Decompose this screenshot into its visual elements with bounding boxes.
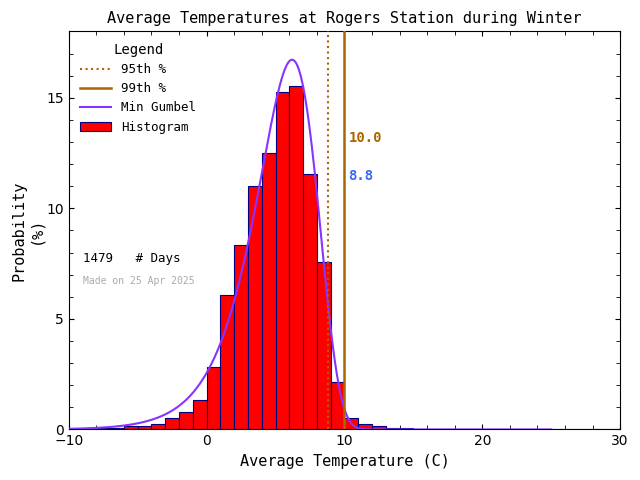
Bar bbox=[124, 426, 138, 430]
Y-axis label: Probability
(%): Probability (%) bbox=[11, 180, 44, 281]
Bar bbox=[262, 153, 276, 430]
Bar bbox=[331, 382, 344, 430]
Bar bbox=[386, 428, 399, 430]
Text: Made on 25 Apr 2025: Made on 25 Apr 2025 bbox=[83, 276, 194, 286]
Text: 1479   # Days: 1479 # Days bbox=[83, 252, 180, 265]
Bar bbox=[165, 418, 179, 430]
X-axis label: Average Temperature (C): Average Temperature (C) bbox=[239, 454, 449, 469]
Bar bbox=[248, 186, 262, 430]
Bar bbox=[207, 367, 220, 430]
Bar bbox=[152, 423, 165, 430]
Bar bbox=[234, 245, 248, 430]
Bar bbox=[358, 423, 372, 430]
Bar bbox=[97, 428, 110, 430]
Bar bbox=[289, 85, 303, 430]
Bar bbox=[317, 262, 331, 430]
Text: 10.0: 10.0 bbox=[349, 131, 382, 145]
Bar bbox=[372, 426, 386, 430]
Title: Average Temperatures at Rogers Station during Winter: Average Temperatures at Rogers Station d… bbox=[108, 11, 582, 26]
Bar bbox=[344, 418, 358, 430]
Bar bbox=[276, 92, 289, 430]
Legend: 95th %, 99th %, Min Gumbel, Histogram: 95th %, 99th %, Min Gumbel, Histogram bbox=[75, 38, 201, 139]
Bar bbox=[220, 295, 234, 430]
Bar bbox=[110, 428, 124, 430]
Bar bbox=[179, 411, 193, 430]
Bar bbox=[138, 426, 152, 430]
Text: 8.8: 8.8 bbox=[349, 168, 374, 182]
Bar bbox=[83, 428, 97, 430]
Bar bbox=[399, 428, 413, 430]
Bar bbox=[193, 400, 207, 430]
Bar bbox=[303, 174, 317, 430]
